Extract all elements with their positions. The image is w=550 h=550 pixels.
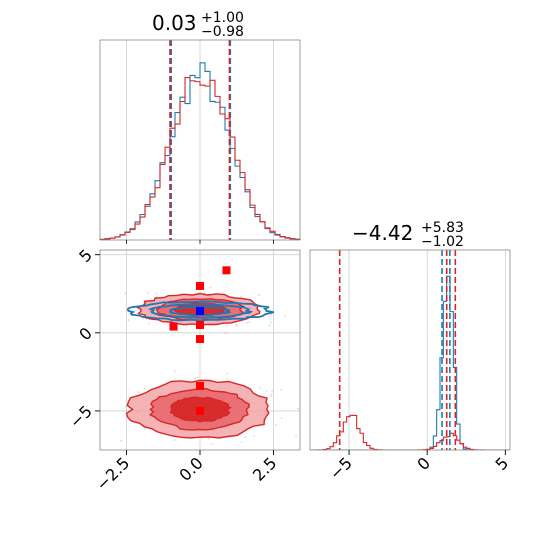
joint-markers xyxy=(169,266,231,415)
joint-scatter-point xyxy=(271,389,274,392)
joint-scatter-point xyxy=(265,390,268,392)
marginal-x-quantiles xyxy=(169,40,232,240)
marginal-x-histogram-blue xyxy=(99,62,301,240)
joint-scatter-point xyxy=(143,388,146,390)
joint-scatter-point xyxy=(225,324,228,327)
marginal-x-ticks xyxy=(126,240,274,244)
joint-marker xyxy=(196,335,204,344)
joint-scatter-point xyxy=(270,393,273,396)
marginal-y-title-minus: −1.02 xyxy=(421,234,464,250)
joint-scatter-point xyxy=(270,395,273,397)
joint-scatter-point xyxy=(259,386,262,389)
marginal-x-title-plus: +1.00 xyxy=(201,10,244,26)
joint-marker xyxy=(196,281,204,290)
marginal-y-panel: −4.42 +5.83 −1.02 −5 0 5 xyxy=(309,220,512,484)
joint-scatter-point xyxy=(253,435,256,438)
joint-scatter-point xyxy=(209,286,212,289)
joint-marker xyxy=(196,381,204,390)
joint-scatter-point xyxy=(147,292,150,294)
joint-scatter-point xyxy=(173,370,176,373)
joint-scatter-point xyxy=(269,324,271,327)
joint-y-tick-label: 0 xyxy=(75,324,96,345)
joint-y-ticks: −5 0 5 xyxy=(66,245,100,432)
joint-scatter-point xyxy=(143,427,146,430)
joint-scatter-point xyxy=(155,295,158,298)
marginal-x-series xyxy=(99,62,301,240)
joint-scatter-point xyxy=(240,441,243,444)
joint-scatter-point xyxy=(240,295,243,298)
marginal-y-title-plus: +5.83 xyxy=(421,220,464,236)
joint-y-tick-label: 5 xyxy=(75,245,96,266)
marginal-x-histogram-red xyxy=(99,77,301,240)
joint-scatter-point xyxy=(258,294,261,296)
joint-scatter-point xyxy=(235,325,238,327)
joint-scatter-point xyxy=(235,323,238,326)
joint-marker xyxy=(196,321,204,329)
joint-scatter-point xyxy=(208,437,210,440)
joint-scatter-point xyxy=(295,435,298,438)
marginal-y-frame xyxy=(309,249,511,451)
joint-x-ticks: −2.5 0.0 2.5 xyxy=(92,450,280,494)
joint-marker xyxy=(222,266,231,275)
joint-scatter-point xyxy=(120,439,122,442)
joint-scatter-point xyxy=(124,292,127,295)
joint-scatter-point xyxy=(148,322,151,325)
joint-x-tick-label: 2.5 xyxy=(249,453,280,484)
joint-scatter-point xyxy=(196,376,199,379)
joint-marker xyxy=(196,306,204,315)
joint-scatter-point xyxy=(194,377,197,380)
marginal-y-tick-label: −5 xyxy=(326,453,356,483)
joint-scatter-point xyxy=(275,424,278,426)
marginal-y-tick-label: 5 xyxy=(492,453,513,474)
marginal-x-title-minus: −0.98 xyxy=(201,24,244,40)
joint-scatter-point xyxy=(246,322,249,324)
joint-scatter-point xyxy=(269,313,272,316)
joint-scatter-point xyxy=(269,321,272,324)
marginal-x-title-value: 0.03 xyxy=(152,11,197,35)
joint-scatter-point xyxy=(173,439,175,442)
joint-blue-contour-outer xyxy=(126,300,275,322)
joint-scatter-point xyxy=(297,407,300,410)
joint-scatter-point xyxy=(211,442,214,445)
joint-scatter-point xyxy=(127,319,130,322)
marginal-x-panel: 0.03 +1.00 −0.98 xyxy=(99,10,301,244)
joint-scatter-point xyxy=(155,292,158,295)
joint-blue-contour-inner xyxy=(168,305,232,316)
joint-marker xyxy=(169,322,178,331)
joint-scatter-point xyxy=(186,325,188,328)
joint-scatter-point xyxy=(224,332,227,335)
joint-x-tick-label: 0.0 xyxy=(175,453,206,484)
joint-x-tick-label: −2.5 xyxy=(92,453,133,494)
joint-scatter-point xyxy=(244,436,247,438)
joint-panel: −2.5 0.0 2.5 −5 0 5 xyxy=(66,245,304,494)
joint-scatter-point xyxy=(284,315,287,317)
marginal-y-ticks: −5 0 5 xyxy=(326,450,512,484)
marginal-y-tick-label: 0 xyxy=(413,453,434,474)
joint-scatter-point xyxy=(226,372,229,375)
joint-scatter-point xyxy=(124,405,127,408)
joint-y-tick-label: −5 xyxy=(66,402,96,432)
marginal-y-title-value: −4.42 xyxy=(352,221,413,245)
joint-scatter-point xyxy=(280,417,283,420)
joint-scatter-point xyxy=(302,402,304,404)
joint-blue-contour-middle xyxy=(147,303,253,319)
joint-scatter-point xyxy=(137,391,140,393)
joint-scatter-point xyxy=(280,388,283,391)
joint-marker xyxy=(196,406,204,415)
marginal-y-grid xyxy=(348,250,506,450)
marginal-y-quantiles xyxy=(338,250,457,450)
joint-scatter-point xyxy=(248,321,251,324)
